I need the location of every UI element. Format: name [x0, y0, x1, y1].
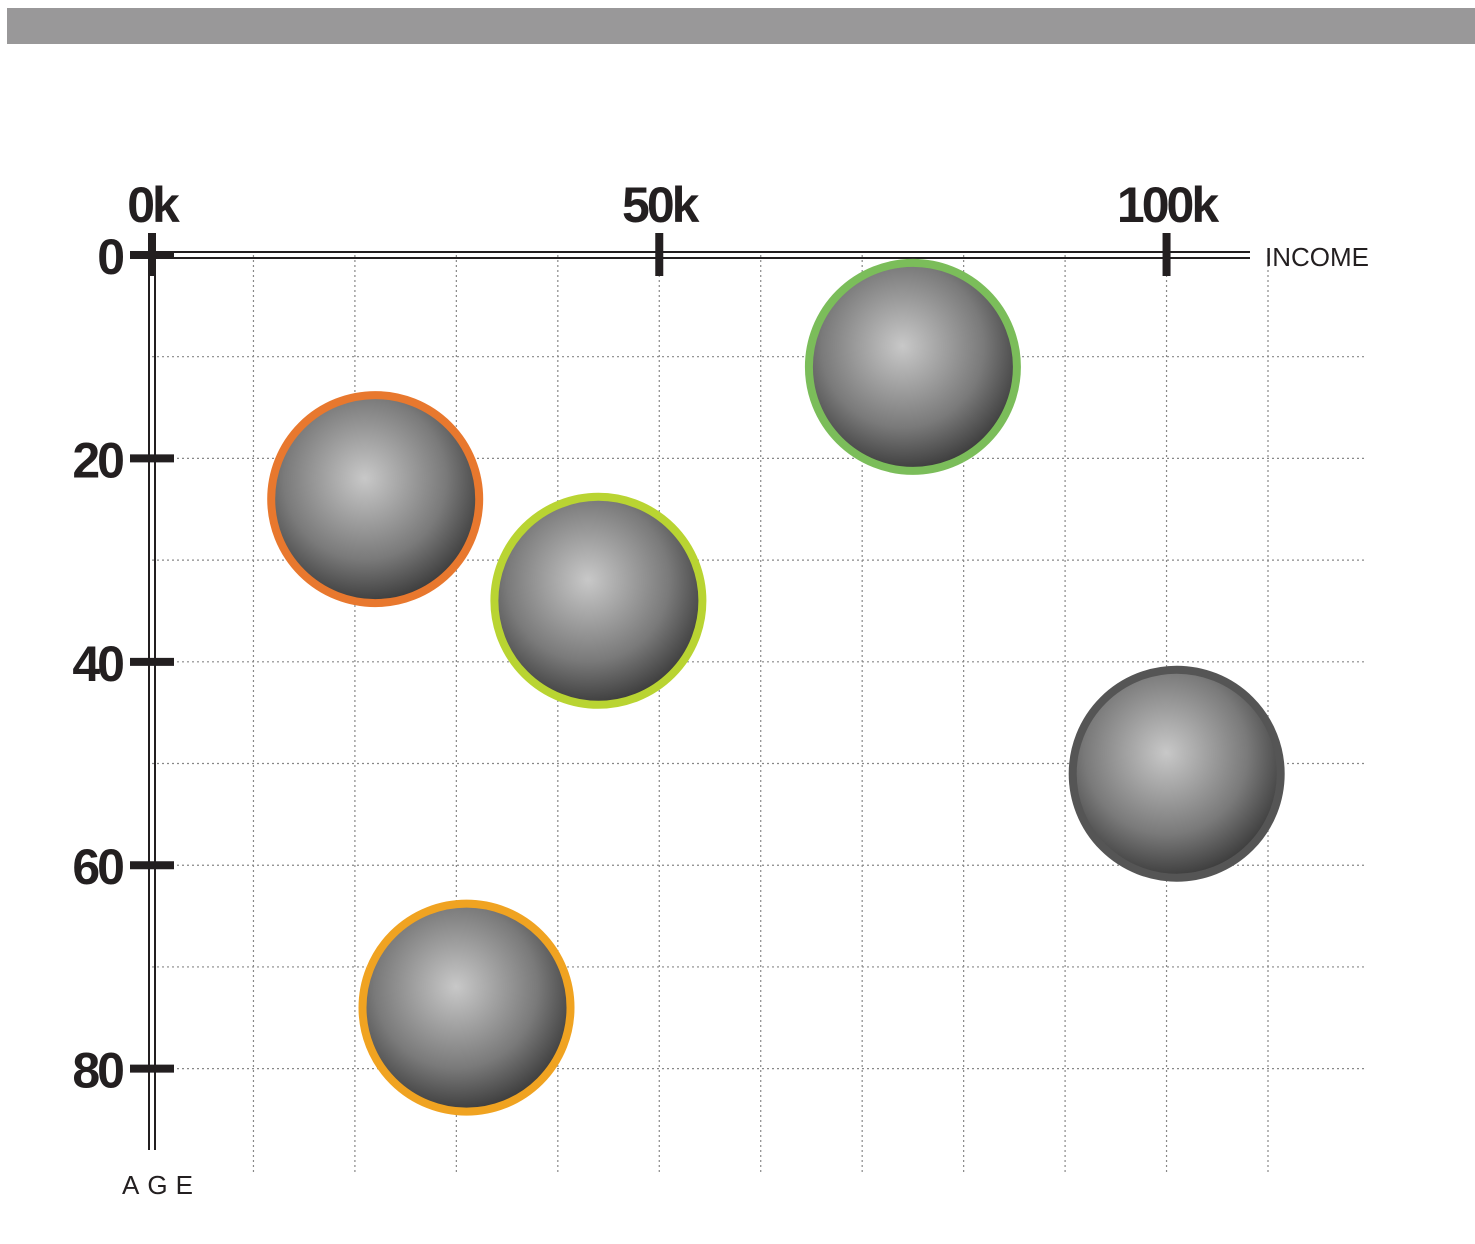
y-tick-label: 80 [72, 1043, 123, 1099]
y-axis-title: AGE [122, 1170, 201, 1200]
page: INCOME AGE 0k50k100k020406080 (() => { c… [0, 0, 1475, 1244]
x-axis-title: INCOME [1265, 242, 1369, 272]
data-point [809, 263, 1017, 471]
x-tick-label: 100k [1117, 177, 1219, 233]
x-tick-label: 0k [127, 177, 180, 233]
chart: INCOME AGE 0k 50k 100k 0 20 40 60 80 [0, 0, 1475, 1244]
data-point [363, 904, 571, 1112]
data-point [494, 497, 702, 705]
y-tick-label: 60 [72, 839, 123, 895]
top-bar [7, 8, 1475, 44]
y-tick-label: 0 [97, 229, 123, 285]
data-point [1073, 670, 1281, 878]
y-tick-label: 20 [72, 432, 123, 488]
marks [271, 263, 1280, 1112]
x-tick-label: 50k [622, 177, 700, 233]
y-tick-label: 40 [72, 636, 123, 692]
axes [149, 240, 1250, 1150]
data-point [271, 395, 479, 603]
